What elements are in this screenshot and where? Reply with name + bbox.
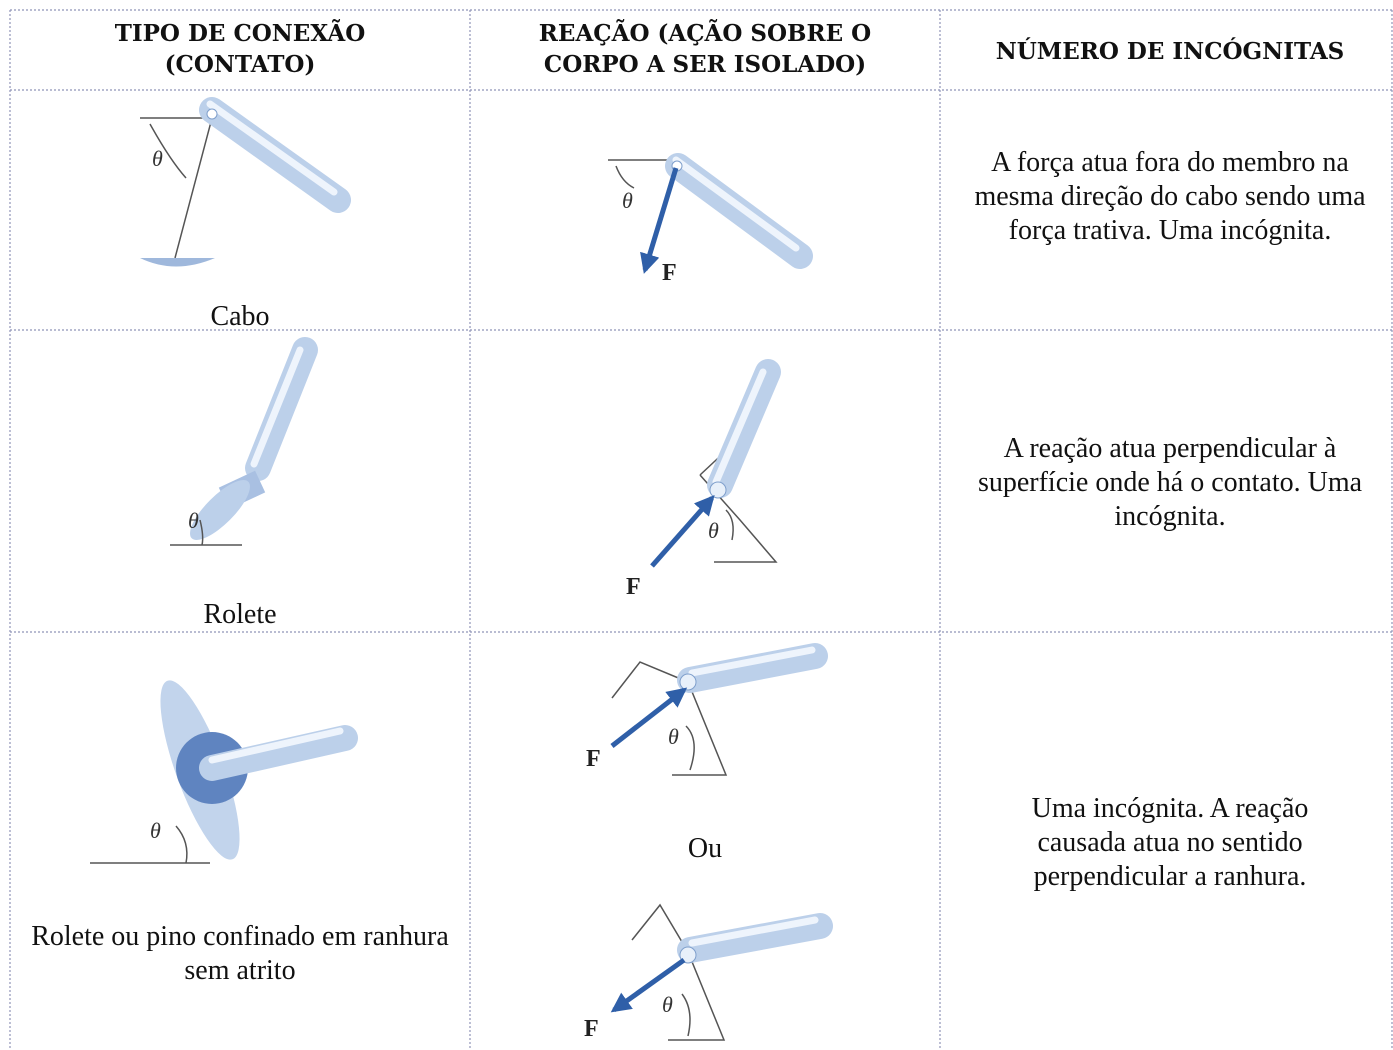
theta-label: θ xyxy=(662,992,673,1017)
force-label: F xyxy=(626,574,641,600)
column-header: REAÇÃO (AÇÃO SOBRE O CORPO A SER ISOLADO… xyxy=(538,20,872,78)
slot-reaction-figure-a: θ F xyxy=(586,643,828,776)
theta-label: θ xyxy=(152,146,163,171)
roller-figure: θ xyxy=(170,337,318,546)
theta-label: θ xyxy=(708,518,719,543)
force-label: F xyxy=(662,260,677,286)
column-header: NÚMERO DE INCÓGNITAS xyxy=(995,38,1345,65)
unknowns-text: Uma incógnita. A reação causada atua no … xyxy=(1031,793,1309,892)
theta-label: θ xyxy=(668,724,679,749)
unknowns-text: A reação atua perpendicular à superfície… xyxy=(977,433,1363,532)
connection-name: Cabo xyxy=(210,301,270,332)
column-header: TIPO DE CONEXÃO (CONTATO) xyxy=(114,20,366,78)
cable-figure: θ xyxy=(140,97,351,267)
theta-label: θ xyxy=(622,188,633,213)
separator-text: Ou xyxy=(687,833,723,864)
force-label: F xyxy=(586,746,601,772)
slot-reaction-figure-b: θ F xyxy=(584,903,833,1042)
slot-figure: θ xyxy=(90,680,358,864)
grid xyxy=(9,9,1393,1050)
theta-label: θ xyxy=(188,508,199,533)
theta-label: θ xyxy=(150,818,161,843)
unknowns-text: A força atua fora do membro na mesma dir… xyxy=(974,147,1366,246)
connection-name: Rolete ou pino confinado em ranhura sem … xyxy=(31,921,449,986)
connection-name: Rolete xyxy=(203,599,277,630)
force-label: F xyxy=(584,1016,599,1042)
cable-reaction-figure: θ F xyxy=(608,153,813,286)
roller-reaction-figure: θ F xyxy=(626,359,781,600)
